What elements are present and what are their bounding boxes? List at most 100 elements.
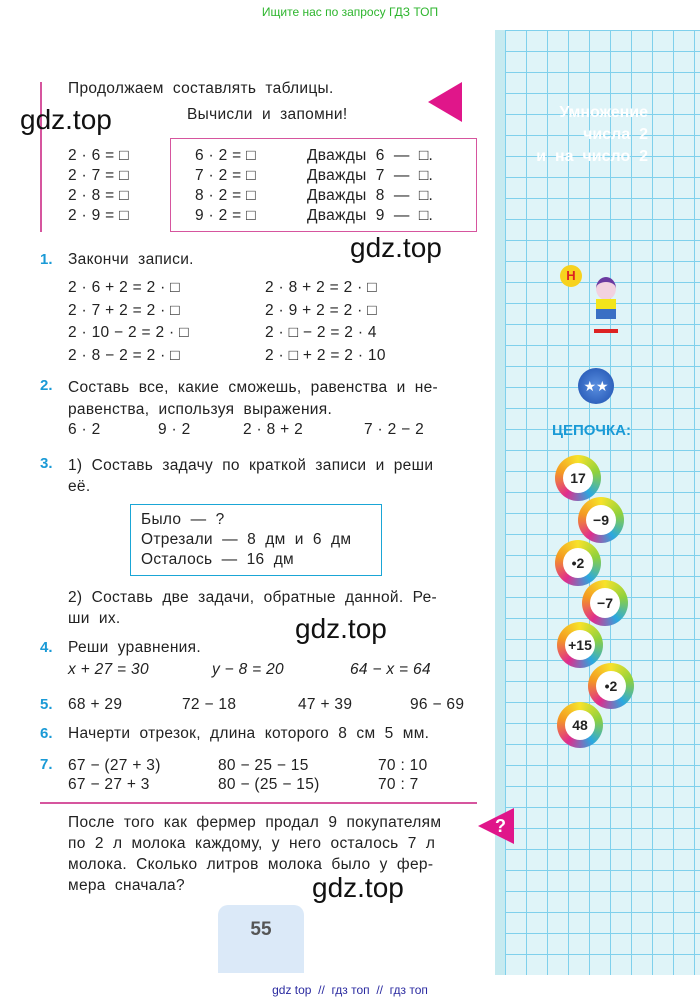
chain-link: 48 [557,702,603,748]
expr: 6 · 2 [68,421,101,438]
text-line: 1) Составь задачу по краткой записи и ре… [68,457,434,474]
stars-icon[interactable]: ★★ [578,368,614,404]
topic-line: Умножение [559,104,648,121]
expr: 96 − 69 [410,696,465,713]
table-col: Дважды 6 — □. Дважды 7 — □. Дважды 8 — □. Д… [307,146,433,226]
expr: 70 : 10 [378,757,428,774]
side-strip [495,30,507,975]
task-number: 1. [40,251,53,268]
footer-links[interactable]: gdz top // гдз топ // гдз топ [272,983,428,997]
task-text: 2) Составь две задачи, обратные данной. … [68,587,437,629]
task-col: 2 · 6 + 2 = 2 · □ 2 · 7 + 2 = 2 · □ 2 · 10… [68,277,189,367]
expr: 7 · 2 − 2 [364,421,424,438]
table-col: 6 · 2 = □ 7 · 2 = □ 8 · 2 = □ 9 · 2 = □ [195,146,256,226]
note-line: Отрезали — 8 дм и 6 дм [141,531,352,548]
task-text: Реши уравнения. [68,639,201,656]
table-col: 2 · 6 = □ 2 · 7 = □ 2 · 8 = □ 2 · 9 = □ [68,146,129,226]
chain-link: +15 [557,622,603,668]
expr: 70 : 7 [378,776,419,793]
note-line: Было — ? [141,511,225,528]
divider [40,802,477,804]
table-cell: 8 · 2 = □ [195,187,256,204]
expr: 2 · 8 + 2 [243,421,303,438]
task-text: 1) Составь задачу по краткой записи и ре… [68,455,433,497]
expr: 9 · 2 [158,421,191,438]
watermark: gdz.top [295,613,387,644]
chain-link: −7 [582,580,628,626]
table-cell: Дважды 6 — □. [307,147,434,164]
intro-line: Вычисли и запомни! [187,106,348,123]
chain-value: 17 [563,463,593,493]
watermark: gdz.top [350,232,442,263]
chain-value: 48 [565,710,595,740]
chain-value: •2 [563,548,593,578]
text-line: 2) Составь две задачи, обратные данной. … [68,589,438,606]
task-col: 2 · 8 + 2 = 2 · □ 2 · 9 + 2 = 2 · □ 2 · □ … [265,277,386,367]
expr: 2 · 8 + 2 = 2 · □ [265,279,377,296]
note-line: Осталось — 16 дм [141,551,294,568]
table-cell: 2 · 9 = □ [68,207,129,224]
expr: 2 · 8 − 2 = 2 · □ [68,346,180,364]
equation: x + 27 = 30 [68,661,149,678]
memorize-box [170,138,477,232]
expr: 2 · □ − 2 = 2 · 4 [265,324,377,341]
text-line: Составь все, какие сможешь, равенства и … [68,379,439,396]
hint-letter: Н [560,265,582,287]
expr: 2 · □ + 2 = 2 · 10 [265,346,386,364]
table-cell: 2 · 7 = □ [68,167,129,184]
task-number: 2. [40,377,53,394]
text-line: равенства, используя выражения. [68,401,333,418]
task-number: 6. [40,725,53,742]
chain-value: •2 [596,671,626,701]
puzzle-line: мера сначала? [68,877,185,894]
chain-link: −9 [578,497,624,543]
chain-link: •2 [555,540,601,586]
task-number: 7. [40,756,53,773]
table-cell: Дважды 9 — □. [307,207,434,224]
marker-triangle-icon [428,82,462,122]
task-col: 70 : 10 70 : 7 [378,756,428,794]
chain-value: +15 [565,630,595,660]
chain-link: 17 [555,455,601,501]
puzzle-line: по 2 л молока каждому, у него осталось 7… [68,835,436,852]
chain-value: −7 [590,588,620,618]
watermark: gdz.top [312,872,404,903]
equation: y − 8 = 20 [212,661,284,678]
task-text: Начерти отрезок, длина которого 8 см 5 м… [68,725,430,742]
table-cell: 6 · 2 = □ [195,147,256,164]
task-col: 80 − 25 − 15 80 − (25 − 15) [218,756,320,794]
expr: 67 − (27 + 3) [68,757,161,774]
task-text: Составь все, какие сможешь, равенства и … [68,377,438,421]
watermark: gdz.top [20,104,112,135]
hint-character-icon: Н [560,265,630,335]
expr: 80 − 25 − 15 [218,757,309,774]
expr: 68 + 29 [68,696,123,713]
top-banner[interactable]: Ищите нас по запросу ГДЗ ТОП [261,5,439,19]
topic-line: числа 2 [583,126,648,143]
expr: 2 · 7 + 2 = 2 · □ [68,301,180,319]
table-cell: 7 · 2 = □ [195,167,256,184]
intro-line: Продолжаем составлять таблицы. [68,80,334,97]
page-number: 55 [218,905,304,973]
margin-line [40,82,42,232]
text-line: её. [68,478,91,495]
chain-label: ЦЕПОЧКА: [552,422,631,439]
task-number: 5. [40,696,53,713]
task-number: 3. [40,455,53,472]
chain-link: •2 [588,663,634,709]
expr: 2 · 10 − 2 = 2 · □ [68,324,189,341]
table-cell: Дважды 7 — □. [307,167,434,184]
expr: 80 − (25 − 15) [218,776,320,793]
table-cell: 2 · 6 = □ [68,147,129,164]
puzzle-line: После того как фермер продал 9 покупател… [68,814,442,831]
chain-value: −9 [586,505,616,535]
table-cell: 9 · 2 = □ [195,207,256,224]
expr: 2 · 9 + 2 = 2 · □ [265,301,377,319]
table-cell: 2 · 8 = □ [68,187,129,204]
expr: 67 − 27 + 3 [68,776,150,793]
task-text: Закончи записи. [68,251,194,268]
expr: 47 + 39 [298,696,353,713]
puzzle-line: молока. Сколько литров молока было у фер… [68,856,434,873]
topic-title: Умножение числа 2 и на число 2 [520,80,648,168]
short-note-box [130,504,382,576]
